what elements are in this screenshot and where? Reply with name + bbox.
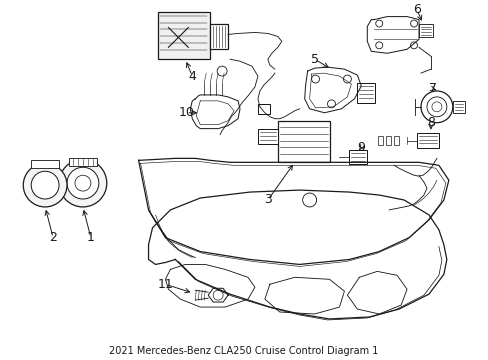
Circle shape [375,20,382,27]
Bar [31,160,59,168]
Text: 3: 3 [264,193,271,207]
Circle shape [213,290,223,300]
Circle shape [410,42,417,49]
Circle shape [59,159,106,207]
Text: 1: 1 [87,231,95,244]
Text: 6: 6 [412,3,420,16]
Bar [257,104,269,114]
Text: 5: 5 [310,53,318,66]
Bar [210,23,227,49]
Bar [257,129,277,144]
Text: 10: 10 [178,106,194,119]
Bar [393,136,398,145]
Bar [377,136,383,145]
Circle shape [311,75,319,83]
Bar [418,23,432,37]
Bar [158,12,210,59]
Circle shape [31,171,59,199]
Circle shape [420,91,452,123]
Bar [416,132,438,148]
Circle shape [75,175,91,191]
Circle shape [431,102,441,112]
Circle shape [375,42,382,49]
Text: 7: 7 [428,82,436,95]
Circle shape [426,97,446,117]
Circle shape [302,193,316,207]
Circle shape [217,66,226,76]
Bar [69,158,97,166]
Circle shape [410,20,417,27]
Bar [277,121,329,162]
Bar [386,136,390,145]
Circle shape [343,75,351,83]
Bar [349,150,366,164]
Text: 8: 8 [426,116,434,129]
Text: 2021 Mercedes-Benz CLA250 Cruise Control Diagram 1: 2021 Mercedes-Benz CLA250 Cruise Control… [109,346,378,356]
Circle shape [327,100,335,108]
Text: 2: 2 [49,231,57,244]
Bar [357,83,374,103]
Text: 11: 11 [157,278,173,291]
Circle shape [23,163,67,207]
Text: 9: 9 [357,141,365,154]
Bar [452,101,464,113]
Text: 4: 4 [188,69,196,82]
Circle shape [67,167,99,199]
